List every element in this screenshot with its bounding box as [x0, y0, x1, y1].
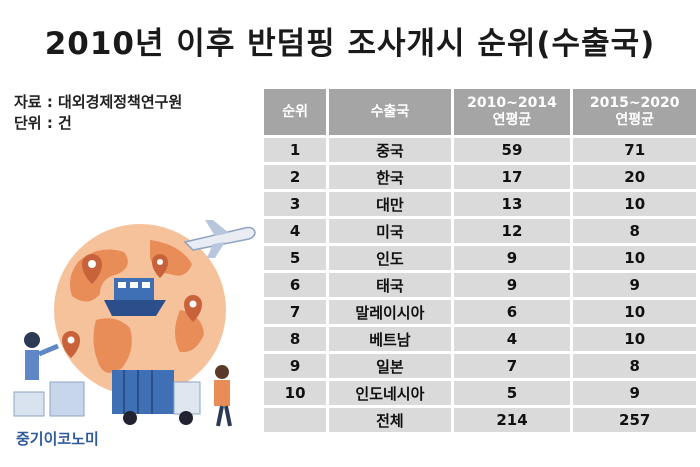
- cell-2010-2014: 9: [453, 273, 574, 297]
- table-header-row: 순위 수출국 2010~2014 연평균 2015~2020 연평균: [264, 89, 696, 135]
- cell-country: 인도: [329, 246, 454, 270]
- ranking-table: 순위 수출국 2010~2014 연평균 2015~2020 연평균 1 중국 59 71…: [264, 86, 696, 435]
- trade-illustration: [13, 220, 256, 427]
- cell-2010-2014: 5: [453, 381, 574, 405]
- cell-2015-2020: 257: [573, 408, 696, 432]
- cell-2015-2020: 8: [573, 354, 696, 378]
- source-info: 자료 : 대외경제정책연구원 단위 : 건: [14, 92, 182, 134]
- table-row: 4 미국 12 8: [264, 219, 696, 243]
- cell-country: 태국: [329, 273, 454, 297]
- cell-rank: 10: [264, 381, 330, 405]
- cell-country: 전체: [329, 408, 454, 432]
- cell-2015-2020: 20: [573, 165, 696, 189]
- cell-2015-2020: 9: [573, 273, 696, 297]
- cell-2015-2020: 10: [573, 327, 696, 351]
- cell-country: 한국: [329, 165, 454, 189]
- table-row: 6 태국 9 9: [264, 273, 696, 297]
- cell-rank: 4: [264, 219, 330, 243]
- cell-2010-2014: 9: [453, 246, 574, 270]
- cell-2015-2020: 10: [573, 246, 696, 270]
- cell-2015-2020: 8: [573, 219, 696, 243]
- table-row: 2 한국 17 20: [264, 165, 696, 189]
- header-2010-2014: 2010~2014 연평균: [453, 89, 574, 135]
- cell-country: 베트남: [329, 327, 454, 351]
- table-row: 7 말레이시아 6 10: [264, 300, 696, 324]
- unit-line: 단위 : 건: [14, 114, 72, 132]
- cell-2010-2014: 59: [453, 138, 574, 162]
- header-rank: 순위: [264, 89, 330, 135]
- cell-country: 일본: [329, 354, 454, 378]
- header-2015-2020: 2015~2020 연평균: [573, 89, 696, 135]
- cell-2010-2014: 13: [453, 192, 574, 216]
- location-pin-icon: [62, 254, 202, 358]
- cell-rank: [264, 408, 330, 432]
- table-row: 10 인도네시아 5 9: [264, 381, 696, 405]
- source-line: 자료 : 대외경제정책연구원: [14, 93, 183, 111]
- cell-rank: 7: [264, 300, 330, 324]
- cell-2010-2014: 17: [453, 165, 574, 189]
- cell-rank: 5: [264, 246, 330, 270]
- table-row: 5 인도 9 10: [264, 246, 696, 270]
- cell-country: 말레이시아: [329, 300, 454, 324]
- table-row: 8 베트남 4 10: [264, 327, 696, 351]
- table-row: 1 중국 59 71: [264, 138, 696, 162]
- cell-rank: 2: [264, 165, 330, 189]
- cell-rank: 9: [264, 354, 330, 378]
- cell-2015-2020: 71: [573, 138, 696, 162]
- cargo-ship-icon: [104, 278, 166, 316]
- cell-country: 미국: [329, 219, 454, 243]
- header-country: 수출국: [329, 89, 454, 135]
- table-row: 3 대만 13 10: [264, 192, 696, 216]
- cell-2010-2014: 4: [453, 327, 574, 351]
- brand-logo: 중기이코노미: [16, 430, 99, 448]
- cell-rank: 6: [264, 273, 330, 297]
- table-row: 9 일본 7 8: [264, 354, 696, 378]
- cell-country: 대만: [329, 192, 454, 216]
- cell-country: 인도네시아: [329, 381, 454, 405]
- cell-rank: 3: [264, 192, 330, 216]
- cell-2010-2014: 7: [453, 354, 574, 378]
- cell-2015-2020: 10: [573, 192, 696, 216]
- delivery-truck-icon: [112, 370, 201, 425]
- cell-2015-2020: 9: [573, 381, 696, 405]
- cell-country: 중국: [329, 138, 454, 162]
- cell-rank: 8: [264, 327, 330, 351]
- cell-2015-2020: 10: [573, 300, 696, 324]
- table-row: 전체 214 257: [264, 408, 696, 432]
- cell-2010-2014: 6: [453, 300, 574, 324]
- cell-2010-2014: 214: [453, 408, 574, 432]
- page-title: 2010년 이후 반덤핑 조사개시 순위(수출국): [44, 26, 656, 62]
- airplane-icon: [183, 220, 256, 258]
- cell-rank: 1: [264, 138, 330, 162]
- cell-2010-2014: 12: [453, 219, 574, 243]
- person-icon: [13, 332, 232, 427]
